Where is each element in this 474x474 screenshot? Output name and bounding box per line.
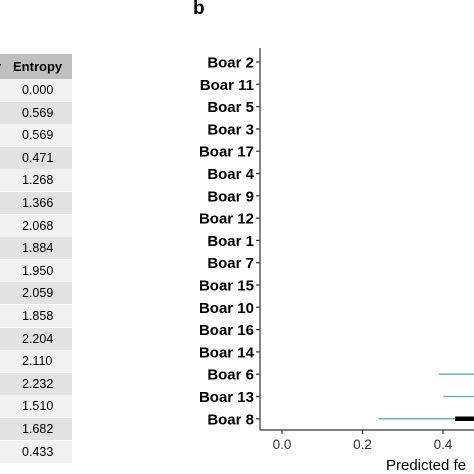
entropy-value-cell: 1.858: [8, 305, 72, 327]
table-row-left-fragment: [0, 440, 8, 463]
entropy-value-cell: 0.433: [8, 440, 72, 463]
y-tick-label: Boar 9: [207, 188, 254, 205]
y-tick-label: Boar 16: [199, 322, 254, 339]
entropy-value-cell: 0.000: [8, 79, 72, 101]
table-row-left-fragment: [0, 101, 8, 124]
entropy-value-cell: 1.682: [8, 418, 72, 440]
table-row-left-fragment: [0, 327, 8, 350]
x-tick-label: 0.4: [434, 437, 453, 452]
table-row-left-fragment: [0, 259, 8, 282]
x-tick-label: 0.2: [353, 437, 372, 452]
y-tick-label: Boar 2: [207, 55, 254, 72]
entropy-value-cell: 0.569: [8, 101, 72, 124]
entropy-value-cell: 0.569: [8, 124, 72, 147]
entropy-value-cell: 1.510: [8, 395, 72, 418]
entropy-value-cell: 1.884: [8, 237, 72, 260]
y-tick-label: Boar 1: [207, 233, 254, 250]
entropy-value-cell: 2.204: [8, 327, 72, 350]
y-tick-label: Boar 17: [199, 144, 254, 161]
table-row-left-fragment: [0, 79, 8, 101]
y-tick-label: Boar 6: [207, 367, 254, 384]
y-tick-label: Boar 11: [200, 77, 254, 94]
table-row-left-fragment: [0, 192, 8, 214]
entropy-column-header: Entropy: [13, 59, 63, 74]
table-row-left-fragment: [0, 214, 8, 237]
table-row-left-fragment: [0, 305, 8, 327]
y-tick-label: Boar 13: [199, 389, 254, 406]
y-tick-label: Boar 14: [199, 344, 255, 361]
table-row-left-fragment: [0, 350, 8, 373]
y-tick-label: Boar 15: [199, 278, 254, 295]
y-tick-label: Boar 7: [207, 255, 254, 272]
entropy-value-cell: 0.471: [8, 146, 72, 169]
entropy-value-cell: 1.950: [8, 259, 72, 282]
y-tick-label: Boar 12: [199, 211, 254, 228]
y-tick-label: Boar 3: [207, 121, 254, 138]
table-row-left-fragment: [0, 237, 8, 260]
table-row-left-fragment: [0, 124, 8, 147]
y-tick-label: Boar 4: [207, 166, 254, 183]
y-tick-label: Boar 8: [207, 411, 254, 428]
panel-label-b: b: [193, 0, 205, 19]
entropy-value-cell: 2.110: [8, 350, 72, 373]
x-tick-label: 0.0: [273, 437, 292, 452]
x-axis-label: Predicted fe: [386, 457, 466, 474]
entropy-value-cell: 2.068: [8, 214, 72, 237]
entropy-value-cell: 2.232: [8, 372, 72, 395]
entropy-value-cell: 1.268: [8, 169, 72, 192]
entropy-table-header: r Entropy: [0, 54, 72, 80]
table-row-left-fragment: [0, 395, 8, 418]
prev-column-header-fragment: r: [0, 59, 1, 74]
entropy-value-cell: 1.366: [8, 192, 72, 214]
table-row-left-fragment: [0, 418, 8, 440]
table-row-left-fragment: [0, 282, 8, 305]
table-row-left-fragment: [0, 169, 8, 192]
table-row-left-fragment: [0, 372, 8, 395]
table-row-left-fragment: [0, 146, 8, 169]
entropy-value-cell: 2.059: [8, 282, 72, 305]
y-tick-label: Boar 10: [199, 300, 254, 317]
y-tick-label: Boar 5: [207, 99, 254, 116]
